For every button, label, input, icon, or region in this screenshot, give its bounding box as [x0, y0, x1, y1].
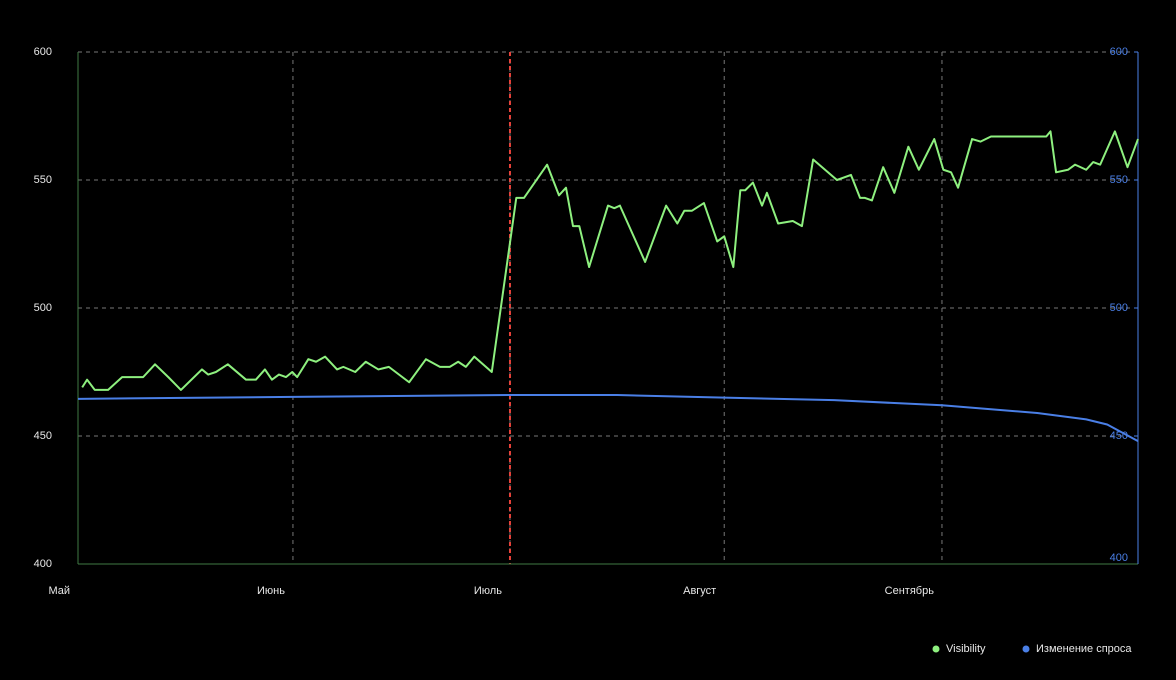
- y2-tick-label: 600: [1110, 46, 1128, 58]
- x-tick-label: Июнь: [257, 585, 285, 597]
- legend-label: Visibility: [946, 643, 986, 655]
- x-tick-label: Август: [683, 585, 716, 597]
- y-tick-label: 550: [34, 174, 52, 186]
- x-tick-label: Сентябрь: [885, 585, 935, 597]
- legend-marker: [1022, 645, 1030, 653]
- x-tick-label: Май: [48, 585, 70, 597]
- legend-marker: [932, 645, 940, 653]
- series-line: [77, 394, 1139, 442]
- legend-label: Изменение спроса: [1036, 643, 1132, 655]
- y-tick-label: 600: [34, 46, 52, 58]
- y2-tick-label: 550: [1110, 174, 1128, 186]
- series-line: [81, 130, 1139, 391]
- y2-tick-label: 400: [1110, 552, 1128, 564]
- y-tick-label: 400: [34, 558, 52, 570]
- x-tick-label: Июль: [474, 585, 502, 597]
- y-tick-label: 450: [34, 430, 52, 442]
- y2-tick-label: 500: [1110, 302, 1128, 314]
- y-tick-label: 500: [34, 302, 52, 314]
